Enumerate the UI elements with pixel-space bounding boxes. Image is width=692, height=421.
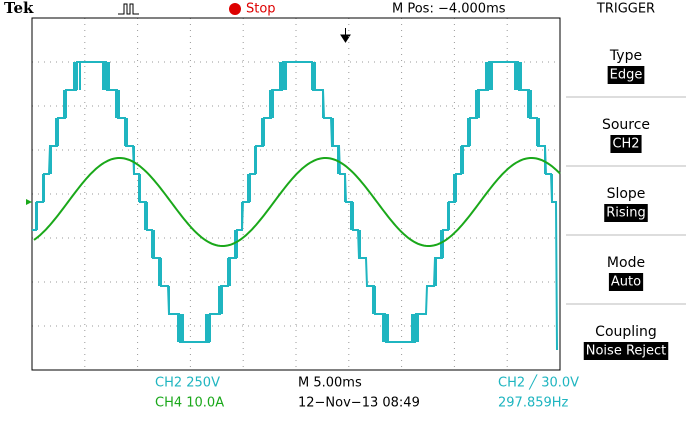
- menu-value-box: [583, 342, 669, 360]
- menu-label: Mode: [607, 255, 645, 271]
- menu-title: TRIGGER: [596, 2, 655, 17]
- menu-value: Rising: [606, 206, 646, 221]
- menu-value: Noise Reject: [586, 344, 667, 359]
- ch4-scale: CH4 10.0A: [155, 396, 224, 411]
- menu-value: CH2: [612, 137, 639, 152]
- graticule-border: [31, 17, 561, 371]
- datetime: 12−Nov−13 08:49: [298, 396, 420, 411]
- menu-value-box: [607, 66, 645, 84]
- menu-label: Coupling: [595, 324, 657, 340]
- trigger-level: CH2 ╱ 30.0V: [498, 374, 579, 391]
- ch2-scale: CH2 250V: [155, 376, 220, 391]
- waveforms: [26, 61, 561, 351]
- menu-value: Edge: [610, 68, 643, 83]
- ch2-waveform: [32, 61, 558, 351]
- menu-value-box: [604, 204, 648, 222]
- stop-icon: [229, 3, 241, 15]
- run-status: Stop: [246, 2, 276, 17]
- menu-value-box: [610, 135, 642, 153]
- menu-value-box: [608, 273, 644, 291]
- horizontal-position: M Pos: −4.000ms: [392, 2, 506, 17]
- frequency: 297.859Hz: [498, 396, 569, 411]
- menu-value: Auto: [611, 275, 641, 290]
- acquire-icon: [118, 3, 139, 15]
- menu-label: Source: [602, 117, 650, 133]
- menu-label: Slope: [607, 186, 646, 202]
- ch4-waveform: [33, 157, 561, 247]
- menu-label: Type: [609, 48, 642, 64]
- brand: Tek: [4, 0, 34, 17]
- trigger-position-marker: [340, 28, 351, 43]
- ch4-ground-marker: [26, 199, 32, 205]
- trigger-menu: Type Edge Source CH2 Slope Rising Mode Auto Coup…: [566, 48, 686, 360]
- timebase: M 5.00ms: [298, 376, 362, 391]
